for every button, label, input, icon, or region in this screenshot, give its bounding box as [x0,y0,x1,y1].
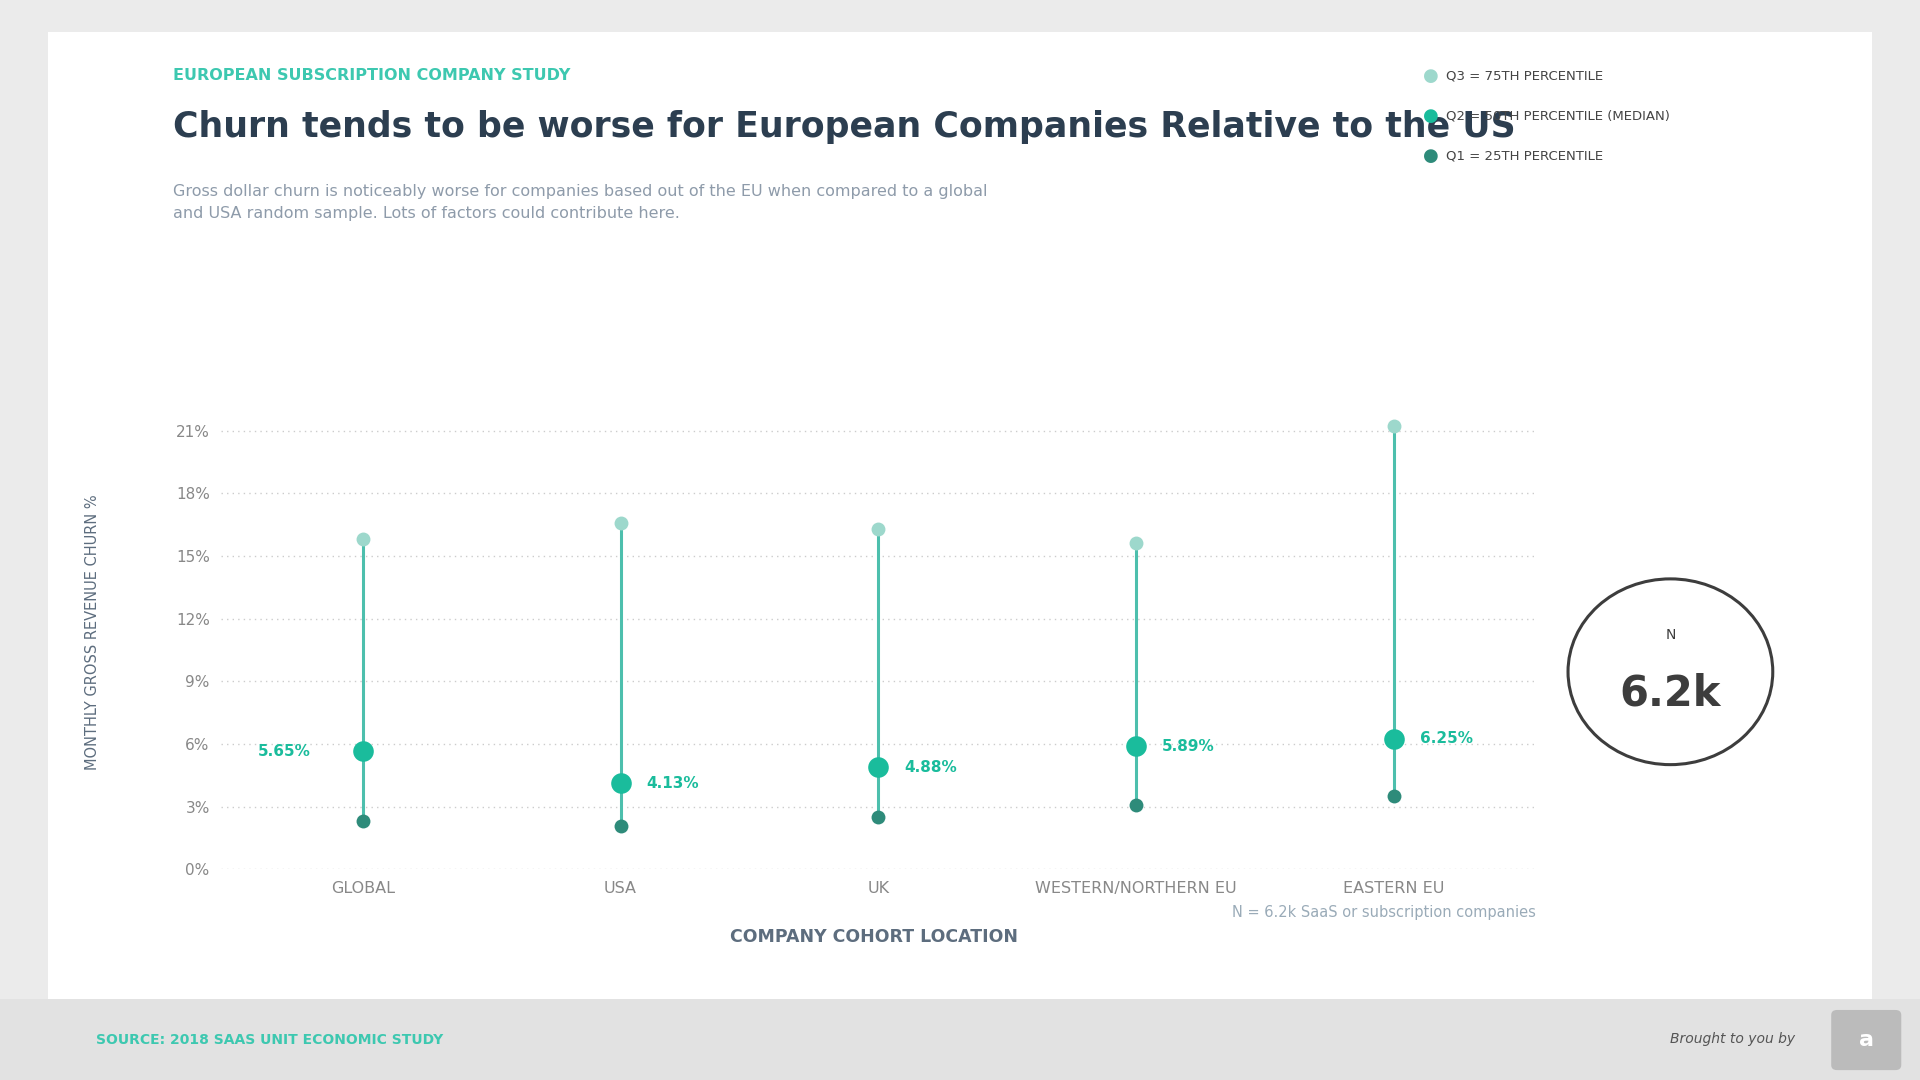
Text: ●: ● [1423,147,1438,164]
Text: Q3 = 75TH PERCENTILE: Q3 = 75TH PERCENTILE [1446,69,1603,82]
Text: Q1 = 25TH PERCENTILE: Q1 = 25TH PERCENTILE [1446,149,1603,162]
Text: Gross dollar churn is noticeably worse for companies based out of the EU when co: Gross dollar churn is noticeably worse f… [173,184,987,220]
Point [348,812,378,829]
Text: 6.25%: 6.25% [1421,731,1473,746]
Text: a: a [1859,1030,1874,1050]
Text: COMPANY COHORT LOCATION: COMPANY COHORT LOCATION [730,929,1018,946]
Text: N: N [1665,629,1676,642]
Point [605,514,636,531]
Point [1121,738,1152,755]
Text: Q2 = 50TH PERCENTILE (MEDIAN): Q2 = 50TH PERCENTILE (MEDIAN) [1446,109,1670,122]
Point [1379,787,1409,805]
Text: 5.89%: 5.89% [1162,739,1215,754]
Point [1379,730,1409,747]
Text: 4.88%: 4.88% [904,760,956,775]
Text: ●: ● [1423,67,1438,84]
Text: SOURCE: 2018 SAAS UNIT ECONOMIC STUDY: SOURCE: 2018 SAAS UNIT ECONOMIC STUDY [96,1032,444,1047]
Text: Churn tends to be worse for European Companies Relative to the US: Churn tends to be worse for European Com… [173,110,1515,145]
Text: N = 6.2k SaaS or subscription companies: N = 6.2k SaaS or subscription companies [1233,905,1536,920]
Point [348,743,378,760]
Point [864,809,895,826]
Point [864,759,895,777]
Point [1121,535,1152,552]
Point [605,774,636,792]
Point [605,816,636,834]
Text: 4.13%: 4.13% [647,775,699,791]
Point [864,521,895,538]
Text: EUROPEAN SUBSCRIPTION COMPANY STUDY: EUROPEAN SUBSCRIPTION COMPANY STUDY [173,68,570,83]
Text: 6.2k: 6.2k [1620,673,1720,714]
Text: MONTHLY GROSS REVENUE CHURN %: MONTHLY GROSS REVENUE CHURN % [84,494,100,770]
Point [1379,418,1409,435]
Text: ●: ● [1423,107,1438,124]
Point [1121,796,1152,813]
Text: Brought to you by: Brought to you by [1670,1032,1795,1047]
FancyBboxPatch shape [1832,1010,1901,1070]
Point [348,530,378,548]
Text: 5.65%: 5.65% [257,744,311,759]
